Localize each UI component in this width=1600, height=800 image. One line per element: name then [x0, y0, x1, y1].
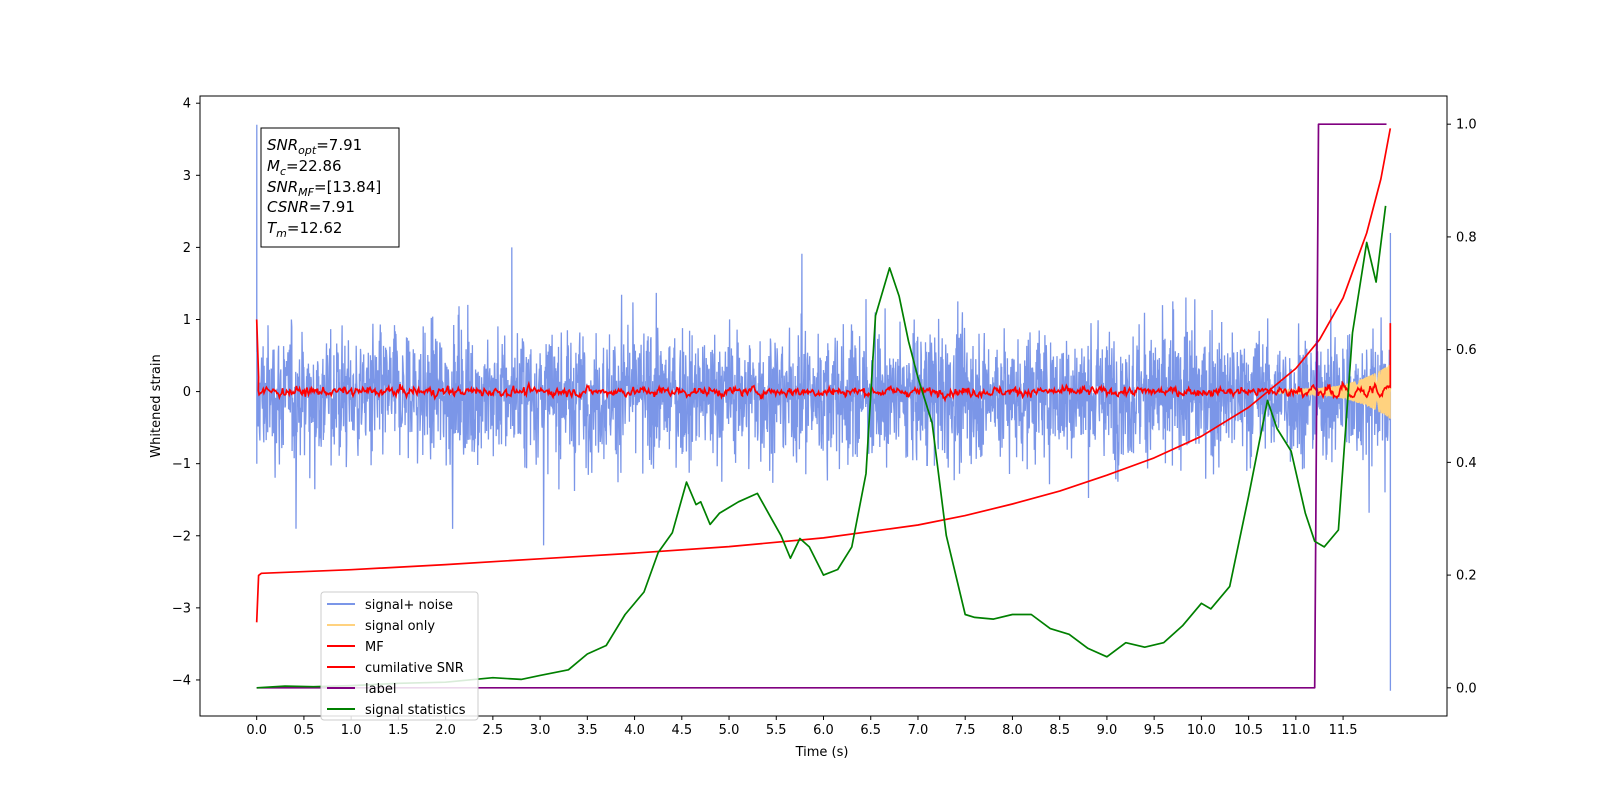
annotation-box: SNRopt=7.91 Mc=22.86 SNRMF=[13.84] CSNR=… [260, 127, 400, 248]
y2-tick-label: 0.6 [1456, 343, 1477, 358]
y-tick-label: −3 [172, 601, 191, 616]
x-tick-label: 9.0 [1097, 723, 1118, 738]
series-mf [255, 319, 1392, 403]
y-tick-label: 2 [183, 241, 191, 256]
y-tick-label: −2 [172, 529, 191, 544]
x-tick-label: 11.0 [1281, 723, 1310, 738]
x-tick-label: 1.5 [388, 723, 409, 738]
legend-label: cumilative SNR [365, 661, 464, 676]
legend-label: signal+ noise [365, 598, 453, 613]
y2-tick-label: 0.0 [1456, 681, 1477, 696]
y2-tick-label: 0.8 [1456, 230, 1477, 245]
legend-label: signal only [365, 619, 435, 634]
x-axis-ticks: 0.0 0.5 1.0 1.5 2.0 2.5 3.0 3.5 4.0 4.5 5.0 5.5 6.0 6… [246, 716, 1358, 738]
annotation-tm: Tm=12.62 [267, 219, 342, 240]
y-tick-label: −1 [172, 457, 191, 472]
x-tick-label: 3.0 [530, 723, 551, 738]
x-tick-label: 6.5 [860, 723, 881, 738]
x-tick-label: 9.5 [1144, 723, 1165, 738]
series-signal-statistics [256, 205, 1387, 689]
legend-item-signal-statistics: signal statistics [327, 703, 466, 718]
legend-item-mf: MF [327, 640, 384, 655]
x-tick-label: 11.5 [1329, 723, 1358, 738]
y2-tick-label: 0.4 [1456, 456, 1477, 471]
y-axis-label: Whitened strain [149, 354, 164, 457]
x-tick-label: 5.0 [719, 723, 740, 738]
x-tick-label: 3.5 [577, 723, 598, 738]
y2-tick-label: 0.2 [1456, 569, 1477, 584]
y2-tick-label: 1.0 [1456, 118, 1477, 133]
x-tick-label: 4.0 [624, 723, 645, 738]
legend-label: MF [365, 640, 384, 655]
y-tick-label: 0 [183, 385, 191, 400]
x-tick-label: 8.0 [1002, 723, 1023, 738]
x-tick-label: 4.5 [671, 723, 692, 738]
annotation-chirp-mass: Mc=22.86 [267, 157, 342, 178]
y-tick-label: 1 [183, 313, 191, 328]
legend-item-cumilative-snr: cumilative SNR [327, 661, 464, 676]
x-tick-label: 0.0 [246, 723, 267, 738]
series-signal-noise [256, 124, 1392, 691]
x-tick-label: 10.5 [1234, 723, 1263, 738]
annotation-snr-mf: SNRMF=[13.84] [267, 178, 381, 199]
y2-axis-ticks: 1.0 0.8 0.6 0.4 0.2 0.0 [1447, 118, 1477, 696]
legend-item-signal-only: signal only [327, 619, 435, 634]
x-tick-label: 10.0 [1187, 723, 1216, 738]
x-tick-label: 7.0 [908, 723, 929, 738]
x-tick-label: 2.0 [435, 723, 456, 738]
series-label [256, 123, 1387, 689]
annotation-csnr: CSNR=7.91 [267, 198, 355, 216]
x-tick-label: 5.5 [766, 723, 787, 738]
legend-frame [320, 591, 479, 721]
legend-label: label [365, 682, 396, 697]
legend-item-signal-noise: signal+ noise [327, 598, 453, 613]
x-tick-label: 6.0 [813, 723, 834, 738]
legend: signal+ noise signal only MF cumilative SNR… [320, 591, 479, 721]
x-tick-label: 7.5 [955, 723, 976, 738]
x-tick-label: 0.5 [294, 723, 315, 738]
legend-item-label: label [327, 682, 396, 697]
y-axis-ticks: 4 3 2 1 0 −1 −2 −3 −4 [172, 97, 200, 688]
x-tick-label: 2.5 [483, 723, 504, 738]
y-tick-label: −4 [172, 673, 191, 688]
y-tick-label: 3 [183, 169, 191, 184]
series-layer [255, 123, 1392, 691]
y-tick-label: 4 [183, 97, 191, 112]
x-tick-label: 1.0 [341, 723, 362, 738]
series-cumilative-snr [255, 128, 1392, 623]
x-tick-label: 8.5 [1049, 723, 1070, 738]
x-axis-label: Time (s) [795, 745, 849, 760]
legend-label: signal statistics [365, 703, 466, 718]
annotation-snr-opt: SNRopt=7.91 [267, 136, 362, 157]
